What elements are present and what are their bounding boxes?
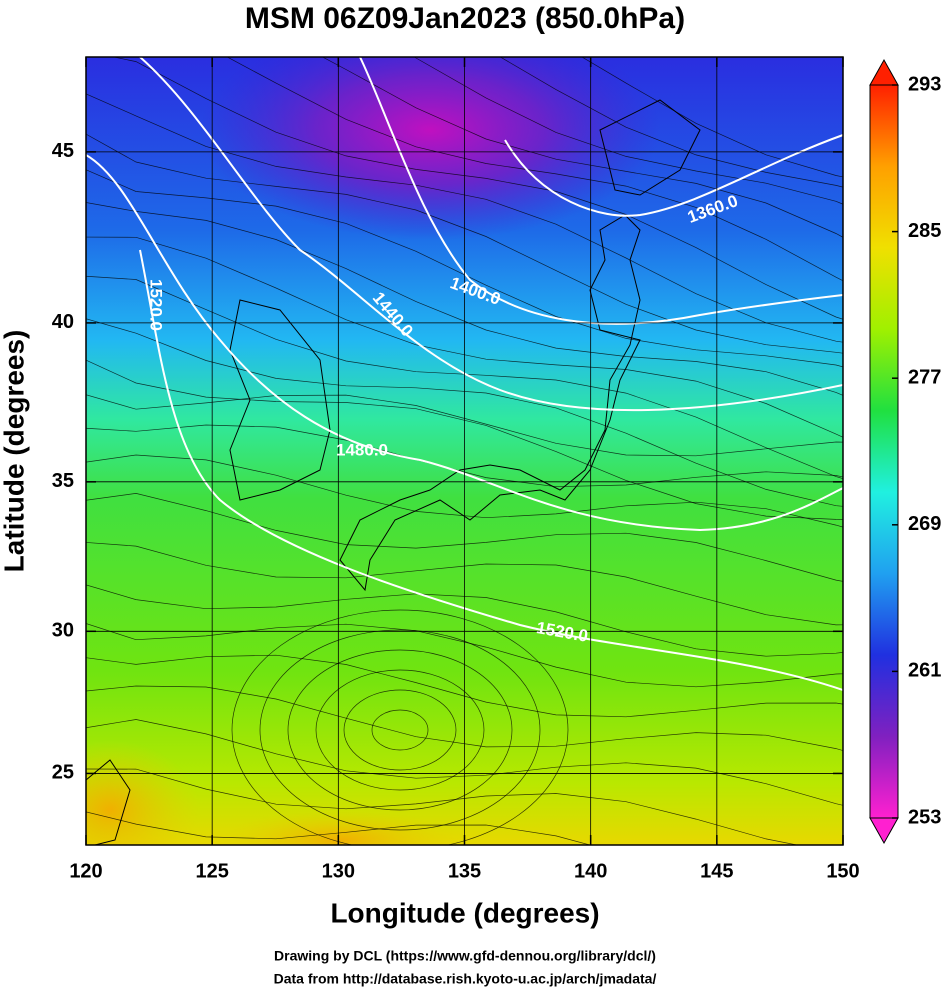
streamline [413,57,843,205]
streamline [86,394,843,457]
contour-line [504,134,843,217]
coastlines [86,99,701,845]
colorbar-tick-label: 253 [908,806,941,828]
y-tick-label: 35 [52,470,74,492]
footer-line: Data from http://database.rish.kyoto-u.a… [274,971,657,987]
contours [86,57,843,691]
streamline [86,318,843,507]
streamline [86,236,843,438]
y-axis-label: Latitude (degrees) [0,330,29,573]
x-tick-label: 150 [826,860,859,882]
streamline [226,57,843,282]
x-tick-label: 135 [448,860,481,882]
streamline [86,623,843,688]
streamline [86,133,843,354]
streamline [343,689,457,771]
x-axis-label: Longitude (degrees) [330,897,599,928]
y-tick-label: 40 [52,311,74,333]
taiwan-coast [86,759,131,845]
korea-coast [229,299,331,501]
streamline [259,629,541,831]
streamline [86,169,843,368]
contour-line [359,57,843,325]
contour-label: 1480.0 [336,440,388,459]
streamline [86,493,843,582]
x-tick-label: 145 [700,860,733,882]
streamline [86,584,843,657]
warm-area [86,740,200,845]
contour-line [139,57,843,412]
japan-coast [339,214,641,592]
streamline [86,811,592,845]
hokkaido-coast [599,99,701,196]
streamline [371,709,429,751]
streamline [86,359,843,520]
x-tick-label: 140 [574,860,607,882]
colorbar-tick-label: 261 [908,660,941,682]
colorbar-extend-top [869,58,899,86]
x-tick-label: 130 [322,860,355,882]
streamlines [86,57,843,845]
warm-area [220,810,460,845]
contour-label: 1520.0 [147,279,166,331]
colorbar-tick-label: 285 [908,220,941,242]
streamline [86,685,843,751]
x-tick-label: 125 [195,860,228,882]
cold-core [200,57,660,240]
contour-line [86,154,843,532]
streamline [86,454,843,528]
y-tick-label: 25 [52,762,74,784]
colorbar [869,84,899,819]
colorbar-tick-label: 269 [908,513,941,535]
streamline [287,649,513,811]
streamline [321,57,843,238]
streamline [86,768,799,845]
streamline [315,669,485,791]
streamline [112,57,843,320]
streamline [86,719,843,806]
streamline [86,542,843,626]
streamline [86,275,843,479]
footer-line: Drawing by DCL (https://www.gfd-dennou.o… [274,948,656,964]
streamline [231,609,569,845]
streamline [581,57,843,178]
streamline [86,202,843,396]
streamline [86,424,843,488]
title: MSM 06Z09Jan2023 (850.0hPa) [245,2,685,35]
y-tick-label: 45 [52,140,74,162]
streamline [86,654,843,718]
plot-area [86,57,843,845]
colorbar-tick-label: 293 [908,73,941,95]
x-tick-label: 120 [69,860,102,882]
streamline [499,57,843,188]
y-tick-label: 30 [52,620,74,642]
contour-line [139,249,843,691]
colorbar-extend-bottom [869,817,899,845]
colorbar-tick-label: 277 [908,366,941,388]
